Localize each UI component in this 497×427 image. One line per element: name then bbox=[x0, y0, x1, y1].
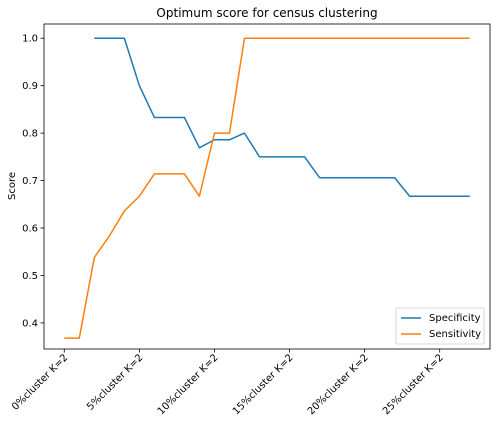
x-tick-label: 20%cluster K=2 bbox=[306, 352, 371, 417]
x-axis: 0%cluster K=2 5%cluster K=2 10%cluster K=2… bbox=[10, 349, 446, 417]
y-tick-label: 0.4 bbox=[22, 318, 38, 329]
plot-frame bbox=[43, 23, 491, 350]
x-tick-label: 25%cluster K=2 bbox=[381, 352, 446, 417]
legend-label-sensitivity: Sensitivity bbox=[429, 329, 481, 340]
y-tick-label: 0.7 bbox=[22, 176, 38, 187]
y-tick-label: 0.5 bbox=[22, 271, 38, 282]
y-axis: 0.4 0.5 0.6 0.7 0.8 0.9 1.0 bbox=[22, 34, 44, 329]
x-tick-label: 10%cluster K=2 bbox=[156, 352, 221, 417]
series-lines bbox=[64, 37, 470, 339]
x-tick-label: 15%cluster K=2 bbox=[231, 352, 296, 417]
y-tick-label: 0.8 bbox=[22, 129, 38, 140]
legend-label-specificity: Specificity bbox=[429, 313, 481, 324]
y-tick-label: 1.0 bbox=[22, 34, 38, 45]
y-tick-label: 0.6 bbox=[22, 224, 38, 235]
x-tick-label: 5%cluster K=2 bbox=[85, 352, 145, 412]
series-line-sensitivity bbox=[64, 37, 470, 339]
y-axis-label: Score bbox=[7, 172, 18, 200]
y-tick-label: 0.9 bbox=[22, 81, 38, 92]
legend-box bbox=[395, 307, 485, 345]
chart-title: Optimum score for census clustering bbox=[156, 6, 377, 20]
series-line-specificity bbox=[94, 37, 470, 197]
x-tick-label: 0%cluster K=2 bbox=[10, 352, 70, 412]
legend: Specificity Sensitivity bbox=[395, 307, 485, 345]
